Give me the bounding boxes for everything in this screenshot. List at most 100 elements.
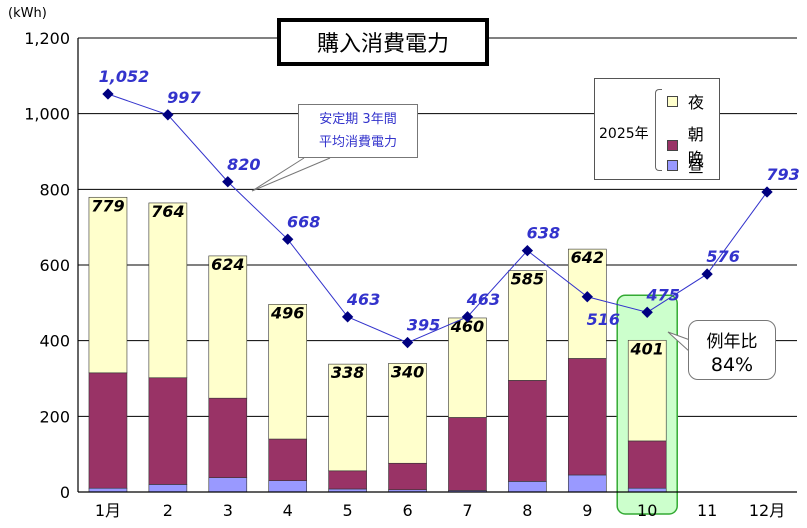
average-point — [761, 186, 773, 198]
average-value-label: 1,052 — [99, 67, 150, 86]
average-point — [641, 306, 653, 318]
legend-label-morning-evening: 朝晩 — [687, 125, 704, 168]
average-point — [701, 268, 713, 280]
bar-total-label: 764 — [151, 202, 184, 221]
average-point — [461, 311, 474, 323]
x-tick-label: 2 — [163, 501, 173, 520]
average-callout: 安定期 3年間 平均消費電力 — [298, 104, 418, 158]
legend-item-day: 昼 — [667, 153, 704, 177]
bar-segment — [508, 380, 547, 482]
bar-segment — [627, 339, 667, 442]
average-line — [107, 93, 768, 344]
y-tick-label: 800 — [39, 180, 70, 199]
y-axis-unit: (kWh) — [8, 6, 47, 21]
average-value-label: 668 — [287, 212, 320, 231]
bar-segment — [448, 317, 487, 418]
legend-bracket — [655, 89, 662, 171]
bar-total-label: 340 — [391, 362, 424, 381]
bar-segment — [508, 270, 547, 381]
average-value-label: 997 — [167, 88, 201, 107]
year-ratio-annotation: 例年比 84% — [688, 320, 776, 380]
average-value-label: 475 — [646, 285, 680, 304]
bar-segment — [567, 358, 607, 476]
legend-label-day: 昼 — [688, 157, 705, 176]
bar-segment — [508, 481, 547, 493]
ratio-value: 84% — [710, 354, 754, 376]
average-point — [102, 88, 114, 100]
average-value-label: 395 — [407, 316, 440, 335]
bar-total-label: 585 — [511, 270, 544, 289]
average-point — [282, 233, 294, 245]
callout-line-2: 平均消費電力 — [318, 135, 397, 150]
y-tick-label: 400 — [39, 332, 70, 351]
x-tick-label: 7 — [462, 501, 472, 520]
x-tick-label: 11 — [697, 501, 717, 520]
legend-swatch-day — [667, 159, 678, 171]
average-value-label: 463 — [466, 290, 500, 309]
bar-segment — [627, 440, 667, 489]
bar-segment — [208, 255, 248, 399]
bar-segment — [388, 363, 427, 464]
legend: 2025年 夜 朝晩 昼 — [594, 78, 720, 180]
bar-segment — [328, 363, 367, 472]
bar-segment — [448, 417, 487, 491]
legend-year: 2025年 — [599, 126, 649, 142]
bar-segment — [148, 202, 188, 379]
callout-pointer — [251, 157, 331, 192]
bar-segment — [268, 480, 308, 493]
average-point — [401, 336, 414, 349]
bar-segment — [328, 470, 367, 490]
bar-total-label: 624 — [211, 255, 244, 274]
bar-segment — [268, 304, 308, 440]
bar-segment — [268, 438, 308, 481]
bar-segment — [148, 377, 188, 485]
bar-total-label: 460 — [450, 317, 484, 336]
bar-total-label: 401 — [630, 339, 664, 358]
y-tick-label: 600 — [39, 256, 70, 275]
x-tick-label: 4 — [283, 501, 293, 520]
average-value-label: 638 — [527, 224, 560, 243]
average-value-label: 820 — [227, 155, 260, 174]
average-value-label: 576 — [706, 247, 739, 266]
x-tick-label: 8 — [522, 501, 532, 520]
legend-label-night: 夜 — [688, 93, 705, 112]
average-point — [521, 244, 534, 257]
x-tick-label: 10 — [637, 501, 657, 520]
legend-item-morning-evening: 朝晩 — [667, 121, 719, 169]
bar-segment — [208, 477, 248, 493]
x-tick-label: 6 — [402, 501, 412, 520]
y-tick-label: 0 — [60, 483, 70, 502]
bar-segment — [567, 248, 607, 359]
y-tick-label: 200 — [39, 407, 70, 426]
callout-line-1: 安定期 3年間 — [319, 112, 397, 127]
x-tick-label: 3 — [223, 501, 233, 520]
bar-segment — [567, 474, 607, 493]
average-point — [222, 176, 234, 188]
legend-swatch-night — [667, 95, 678, 107]
legend-item-night: 夜 — [667, 89, 704, 113]
y-tick-label: 1,000 — [24, 105, 70, 124]
y-tick-label: 1,200 — [24, 29, 70, 48]
x-tick-label: 9 — [582, 501, 592, 520]
average-value-label: 463 — [346, 290, 380, 309]
x-tick-label: 12月 — [749, 501, 785, 520]
bar-total-label: 496 — [270, 303, 304, 322]
x-tick-label: 1月 — [95, 501, 121, 520]
bar-segment — [88, 372, 128, 489]
legend-swatch-morning-evening — [667, 139, 678, 151]
bar-segment — [208, 397, 248, 478]
bar-segment — [88, 196, 128, 374]
ratio-label: 例年比 — [706, 332, 758, 352]
average-point — [581, 291, 593, 303]
bar-segment — [388, 462, 427, 491]
average-value-label: 516 — [587, 310, 620, 329]
bar-total-label: 779 — [91, 196, 124, 215]
bar-total-label: 642 — [571, 248, 604, 267]
bar-total-label: 338 — [331, 363, 364, 382]
average-value-label: 793 — [766, 165, 799, 184]
bar-segment — [148, 484, 188, 493]
ratio-pointer — [667, 331, 691, 353]
chart-title: 購入消費電力 — [277, 18, 489, 66]
x-tick-label: 5 — [343, 501, 353, 520]
